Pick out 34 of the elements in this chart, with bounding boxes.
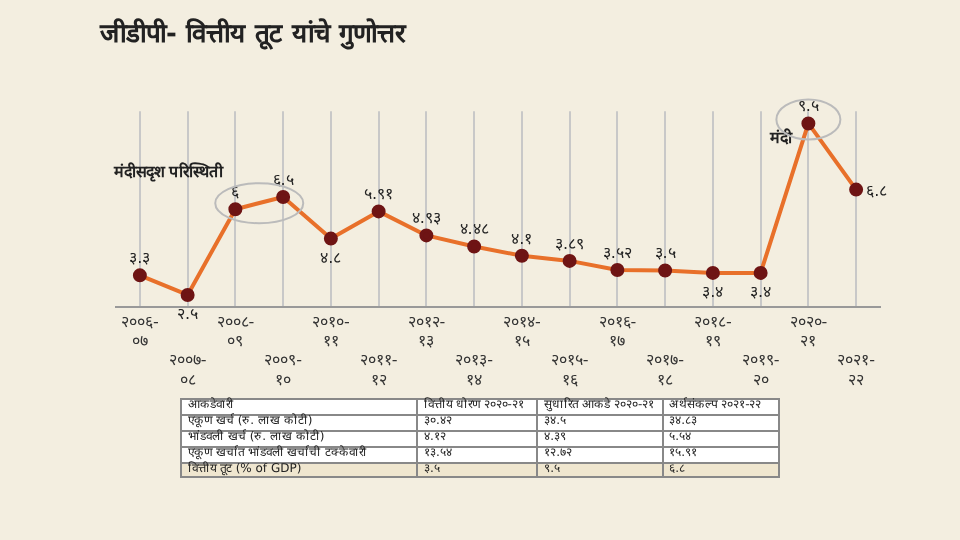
data-label: ९.५ (797, 97, 819, 116)
x-tick-label: २०१४-१५ (502, 312, 541, 351)
data-label: ४.९३ (411, 209, 441, 228)
x-tick-label: २००७-०८ (168, 351, 207, 389)
data-label: २.५ (177, 304, 199, 323)
x-tick-label: २०२१-२२ (837, 351, 876, 389)
x-tick-label: २०१६-१७ (598, 312, 637, 351)
x-tick-label: २००६-०७ (120, 312, 159, 351)
data-label: ३.४ (702, 282, 724, 301)
x-tick-label: २०१७-१८ (646, 351, 685, 389)
data-label: ३.५ (654, 244, 676, 263)
data-label: ३.८९ (555, 234, 585, 253)
x-tick-label: २००८-०९ (216, 312, 255, 351)
data-label: ६.५ (272, 170, 294, 189)
data-label: ५.९१ (364, 185, 394, 204)
x-tick-label: २०१३-१४ (455, 351, 494, 389)
x-tick-label: २०१५-१६ (550, 351, 589, 389)
data-label: ६.८ (866, 181, 888, 200)
x-tick-label: २००९-१० (264, 351, 303, 389)
x-tick-label: २०२०-२१ (789, 312, 828, 351)
data-label: ३.३ (129, 249, 151, 268)
x-tick-label: २०१२-१३ (407, 312, 446, 351)
x-tick-label: २०१९-२० (741, 351, 780, 389)
data-label: ३.४ (750, 282, 772, 301)
data-label: ४.४८ (459, 220, 489, 239)
x-tick-label: २०१८-१९ (693, 312, 732, 351)
data-label: ६ (231, 183, 240, 202)
data-label: ४.८ (320, 248, 342, 267)
x-tick-label: २०११-१२ (359, 351, 398, 389)
chart-title: जीडीपी- वित्तीय तूट यांचे गुणोत्तर (98, 18, 407, 51)
data-label: ३.५२ (602, 243, 632, 262)
data-label: ४.१ (511, 229, 533, 248)
annotation: मंदीसदृश परिस्थिती (111, 161, 226, 184)
x-tick-label: २०१०-११ (311, 312, 350, 351)
